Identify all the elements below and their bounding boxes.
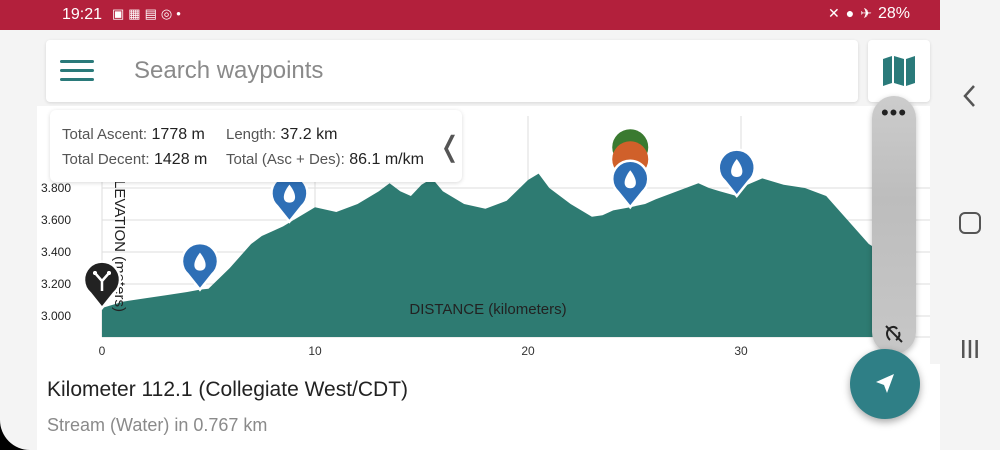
elevation-area [102,173,895,337]
notification-icons: ▣▦▤◎• [112,6,185,22]
hamburger-menu-icon[interactable] [60,58,94,84]
x-tick-label: 10 [308,344,322,358]
x-axis-title: DISTANCE (kilometers) [409,301,566,318]
total-ascent-value: 1778 m [151,126,205,143]
y-tick-label: 3.800 [41,181,71,195]
total-asc-des-value: 86.1 m/km [349,151,424,168]
elevation-profile-svg: 0 10 20 30 3.000 3.200 3.400 3.600 3.800 DISTANCE… [41,116,930,358]
location-icon: ● [845,5,855,21]
x-tick-label: 20 [521,344,535,358]
recents-icon[interactable] [960,338,980,360]
water-marker [180,242,220,292]
route-stats-card: Total Ascent: 1778 m Length: 37.2 km Tot… [50,110,462,182]
search-bar [46,40,858,102]
water-drop-icon [624,170,636,189]
waypoint-info-card[interactable]: Kilometer 112.1 (Collegiate West/CDT) St… [37,364,940,450]
battery-level: 28% [877,5,910,22]
hide-markers-icon[interactable] [882,322,906,346]
status-time: 19:21 [62,6,103,23]
water-drop-icon [731,159,743,177]
water-marker [270,174,309,224]
total-descent-label: Total Decent: [62,151,150,168]
y-tick-label: 3.000 [41,309,71,323]
total-ascent: Total Ascent: 1778 m [62,126,205,144]
route-length: Length: 37.2 km [226,126,337,144]
navigate-button[interactable] [850,349,920,419]
home-icon[interactable] [959,212,981,234]
y-tick-label: 3.600 [41,213,71,227]
grid-icon: ▦ [128,6,145,21]
water-marker [611,159,650,210]
next-waypoint-distance: Stream (Water) in 0.767 km [47,415,268,435]
app-screen: 19:21 ▣▦▤◎• ✕ ● ✈ 28% 0 10 20 30 3.000 3.200 3.40… [0,0,940,450]
total-descent: Total Decent: 1428 m [62,151,207,169]
water-marker [717,148,756,199]
chart-side-panel: ••• [872,96,916,354]
map-view-button[interactable] [868,40,930,102]
more-options-icon[interactable]: ••• [880,100,908,125]
photo-icon: ▣ [112,6,129,21]
route-length-value: 37.2 km [280,126,338,143]
navigation-arrow-icon [876,374,894,393]
map-icon [883,56,915,86]
status-bar: 19:21 ▣▦▤◎• ✕ ● ✈ 28% [0,0,940,30]
airplane-icon: ✈ [860,5,872,21]
total-asc-des: Total (Asc + Des): 86.1 m/km [226,151,424,169]
total-asc-des-label: Total (Asc + Des): [226,151,345,168]
waypoint-title: Kilometer 112.1 (Collegiate West/CDT) [47,378,409,401]
junction-arrows-icon [93,271,111,291]
dot-icon: • [176,6,185,21]
search-input[interactable] [134,54,834,88]
system-nav-bar [940,0,1000,450]
elevation-chart[interactable]: 0 10 20 30 3.000 3.200 3.400 3.600 3.800 DISTANCE… [37,106,930,364]
route-length-label: Length: [226,126,277,143]
y-tick-label: 3.200 [41,277,71,291]
water-drop-icon [283,184,296,203]
junction-marker [82,260,122,311]
x-tick-label: 0 [99,344,106,358]
y-tick-label: 3.400 [41,245,71,259]
total-descent-value: 1428 m [154,151,208,168]
status-right: ✕ ● ✈ 28% [828,5,910,23]
collapse-stats-icon[interactable]: ❬ [438,131,462,162]
mute-icon: ✕ [828,5,840,21]
whatsapp-icon: ◎ [160,6,177,21]
water-drop-icon [194,252,206,271]
chat-icon: ▤ [144,6,161,21]
back-icon[interactable] [960,82,980,110]
x-tick-label: 30 [734,344,748,358]
total-ascent-label: Total Ascent: [62,126,148,143]
